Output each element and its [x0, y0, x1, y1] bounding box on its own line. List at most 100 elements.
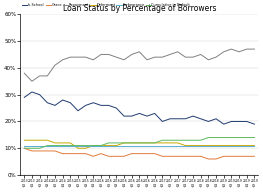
- Line: Grace: Grace: [24, 148, 254, 159]
- Cumulative in Default: [145, 142, 149, 144]
- Deferment: [191, 144, 195, 147]
- Cumulative in Default: [38, 147, 41, 149]
- In-School: [215, 118, 218, 120]
- Repayment: [61, 59, 64, 61]
- Title: Loan Status by Percentage of Borrowers: Loan Status by Percentage of Borrowers: [63, 4, 216, 13]
- Deferment: [161, 142, 164, 144]
- Deferment: [138, 142, 141, 144]
- Repayment: [138, 51, 141, 53]
- Repayment: [245, 48, 248, 50]
- Deferment: [237, 144, 241, 147]
- Repayment: [215, 56, 218, 58]
- Forbearance: [61, 144, 64, 147]
- Forbearance: [123, 144, 126, 147]
- Grace: [138, 152, 141, 155]
- Cumulative in Default: [184, 139, 187, 141]
- Grace: [23, 147, 26, 149]
- In-School: [53, 104, 57, 107]
- Forbearance: [138, 144, 141, 147]
- Grace: [245, 155, 248, 157]
- Deferment: [69, 142, 72, 144]
- Grace: [230, 155, 233, 157]
- Cumulative in Default: [230, 136, 233, 139]
- In-School: [38, 94, 41, 96]
- Cumulative in Default: [199, 139, 202, 141]
- In-School: [123, 115, 126, 117]
- Forbearance: [184, 144, 187, 147]
- Repayment: [169, 53, 172, 56]
- Cumulative in Default: [253, 136, 256, 139]
- Deferment: [31, 139, 34, 141]
- Deferment: [207, 144, 210, 147]
- Grace: [123, 155, 126, 157]
- Legend: In-School, Grace, Repayment, Deferment, Forbearance, Cumulative in Default: In-School, Grace, Repayment, Deferment, …: [22, 3, 190, 7]
- Grace: [222, 155, 225, 157]
- Forbearance: [191, 144, 195, 147]
- Forbearance: [199, 144, 202, 147]
- Cumulative in Default: [69, 144, 72, 147]
- Cumulative in Default: [153, 142, 156, 144]
- In-School: [191, 115, 195, 117]
- Forbearance: [207, 144, 210, 147]
- Grace: [253, 155, 256, 157]
- Repayment: [53, 64, 57, 66]
- Forbearance: [176, 144, 179, 147]
- In-School: [138, 112, 141, 115]
- Line: Repayment: Repayment: [24, 49, 254, 81]
- Deferment: [99, 144, 103, 147]
- Cumulative in Default: [191, 139, 195, 141]
- In-School: [69, 102, 72, 104]
- Repayment: [237, 51, 241, 53]
- Grace: [84, 152, 87, 155]
- In-School: [169, 118, 172, 120]
- Deferment: [107, 144, 110, 147]
- Forbearance: [31, 144, 34, 147]
- Cumulative in Default: [23, 147, 26, 149]
- Repayment: [130, 53, 133, 56]
- Line: Cumulative in Default: Cumulative in Default: [24, 137, 254, 148]
- Grace: [115, 155, 118, 157]
- In-School: [115, 107, 118, 109]
- Deferment: [199, 144, 202, 147]
- Grace: [153, 152, 156, 155]
- Grace: [130, 152, 133, 155]
- Cumulative in Default: [107, 142, 110, 144]
- Deferment: [153, 142, 156, 144]
- Deferment: [184, 144, 187, 147]
- Repayment: [222, 51, 225, 53]
- Cumulative in Default: [161, 139, 164, 141]
- In-School: [176, 118, 179, 120]
- Grace: [61, 152, 64, 155]
- Repayment: [176, 51, 179, 53]
- Cumulative in Default: [31, 147, 34, 149]
- Grace: [69, 152, 72, 155]
- Repayment: [84, 56, 87, 58]
- Deferment: [53, 142, 57, 144]
- Repayment: [230, 48, 233, 50]
- Cumulative in Default: [176, 139, 179, 141]
- Forbearance: [237, 144, 241, 147]
- Cumulative in Default: [237, 136, 241, 139]
- Repayment: [69, 56, 72, 58]
- Repayment: [99, 53, 103, 56]
- Forbearance: [69, 144, 72, 147]
- In-School: [23, 96, 26, 98]
- Cumulative in Default: [92, 144, 95, 147]
- Grace: [176, 155, 179, 157]
- Cumulative in Default: [53, 144, 57, 147]
- Cumulative in Default: [169, 139, 172, 141]
- In-School: [84, 104, 87, 107]
- In-School: [199, 118, 202, 120]
- Repayment: [46, 75, 49, 77]
- Grace: [161, 155, 164, 157]
- Forbearance: [145, 144, 149, 147]
- Deferment: [230, 144, 233, 147]
- Grace: [207, 158, 210, 160]
- Deferment: [46, 139, 49, 141]
- In-School: [130, 115, 133, 117]
- Repayment: [253, 48, 256, 50]
- Forbearance: [130, 144, 133, 147]
- Grace: [46, 150, 49, 152]
- Forbearance: [115, 144, 118, 147]
- Repayment: [199, 53, 202, 56]
